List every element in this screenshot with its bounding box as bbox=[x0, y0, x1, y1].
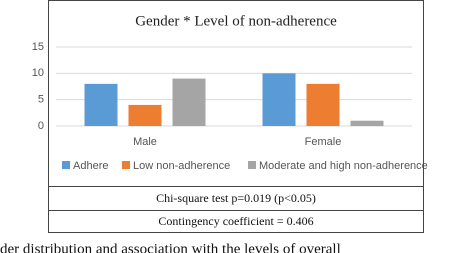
x-tick-label: Female bbox=[305, 136, 342, 148]
caption: der distribution and association with th… bbox=[0, 241, 341, 253]
legend-swatch bbox=[122, 161, 130, 169]
bar bbox=[84, 83, 118, 126]
bar bbox=[350, 120, 384, 126]
legend-label: Moderate and high non-adherence bbox=[259, 160, 428, 172]
table-row: Contingency coefficient = 0.406 bbox=[158, 214, 313, 228]
chart-title: Gender * Level of non-adherence bbox=[135, 13, 337, 29]
legend-label: Adhere bbox=[73, 160, 108, 172]
x-tick-label: Male bbox=[133, 136, 157, 148]
legend-swatch bbox=[62, 161, 70, 169]
legend-label: Low non-adherence bbox=[133, 160, 230, 172]
y-tick-label: 15 bbox=[32, 41, 44, 53]
y-tick-label: 5 bbox=[38, 94, 44, 106]
y-tick-label: 10 bbox=[32, 67, 44, 79]
bar bbox=[128, 104, 162, 126]
bar bbox=[306, 83, 340, 126]
table-row: Chi-square test p=0.019 (p<0.05) bbox=[156, 191, 316, 205]
bar bbox=[262, 73, 296, 126]
bar bbox=[172, 78, 206, 126]
legend-swatch bbox=[248, 161, 256, 169]
y-tick-label: 0 bbox=[38, 120, 44, 132]
